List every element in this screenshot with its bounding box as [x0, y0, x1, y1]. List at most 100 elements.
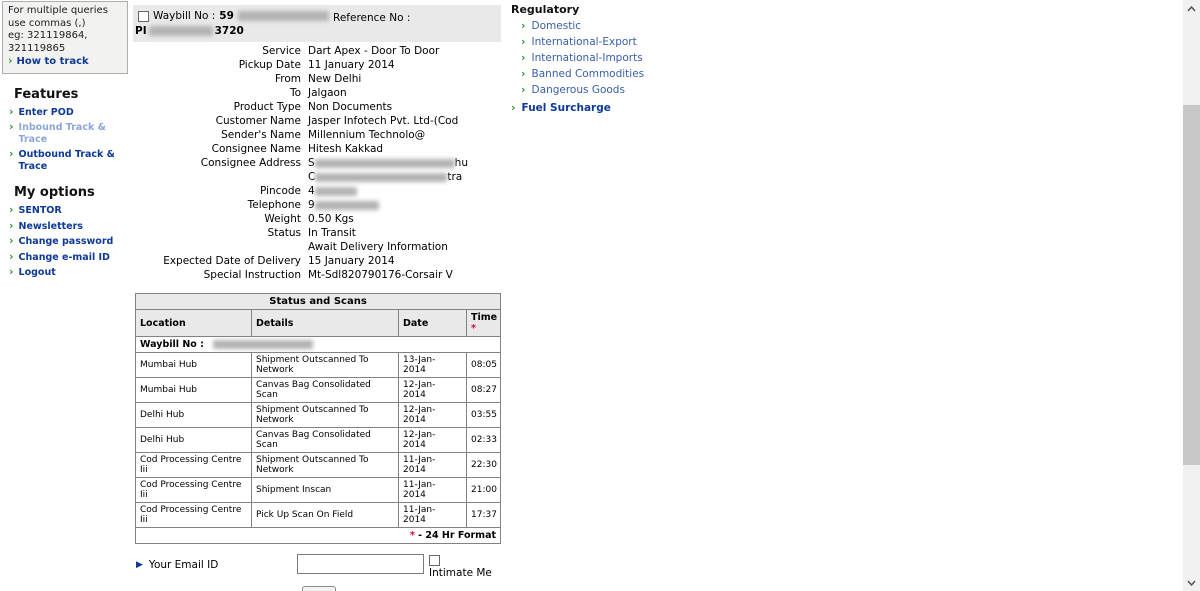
detail-text: 4 — [308, 185, 315, 197]
detail-value-line: Hitesh Kakkad — [308, 142, 383, 156]
waybill-number-redacted — [237, 11, 329, 21]
scan-table-title-row: Status and Scans — [134, 293, 502, 310]
scan-row: Cod Processing Centre Iii Shipment Outsca… — [135, 452, 502, 478]
detail-row-special-instruction: Special Instruction Mt-Sdl820790176-Corsa… — [133, 268, 501, 282]
sidebar-item-outbound-track-trace[interactable]: › Outbound Track & Trace — [9, 148, 128, 172]
detail-label: Pickup Date — [238, 59, 301, 71]
arrow-right-icon: ▶ — [136, 560, 143, 570]
redacted-text — [315, 172, 448, 182]
sidebar-section-title-my-options: My options — [14, 185, 95, 200]
chevron-right-icon: › — [521, 35, 526, 48]
sidebar-sections: Features › Enter POD › Inbound Track & Trace… — [2, 87, 128, 279]
scan-cell-time: 02:33 — [465, 427, 502, 453]
sidebar-item-logout[interactable]: › Logout — [9, 266, 128, 279]
regulatory-link-international-imports[interactable]: › International-Imports — [521, 52, 711, 64]
scan-cell-date: 12-Jan-2014 — [398, 377, 467, 403]
vertical-scrollbar — [1183, 0, 1200, 591]
detail-label: Product Type — [233, 101, 301, 113]
chevron-right-icon: › — [9, 249, 14, 263]
intimate-me-checkbox[interactable] — [429, 555, 440, 566]
email-input[interactable] — [297, 554, 424, 574]
detail-row-expected-date-of-delivery: Expected Date of Delivery 15 January 2014 — [133, 254, 501, 268]
chevron-right-icon: › — [9, 120, 14, 133]
sidebar-item-change-password[interactable]: › Change password — [9, 235, 128, 248]
scan-cell-date: 11-Jan-2014 — [398, 452, 467, 478]
chevron-right-icon: › — [521, 67, 526, 80]
chevron-right-icon: › — [9, 104, 14, 118]
scroll-up-icon[interactable] — [1183, 0, 1200, 17]
scroll-down-icon[interactable] — [1183, 574, 1200, 591]
reference-number-prefix: PI — [135, 25, 147, 37]
how-to-track-label: How to track — [16, 56, 89, 67]
col-header-time: Time * — [465, 309, 502, 337]
detail-value: Non Documents — [308, 100, 392, 114]
how-to-track-link[interactable]: › How to track — [8, 55, 123, 69]
scan-date-text: 12-Jan-2014 — [403, 380, 436, 400]
detail-row-customer-name: Customer Name Jasper Infotech Pvt. Ltd-(C… — [133, 114, 501, 128]
regulatory-link-label: Banned Commodities — [531, 68, 645, 80]
detail-value-line: Await Delivery Information — [308, 240, 448, 254]
redacted-text — [314, 158, 455, 168]
regulatory-link-dangerous-goods[interactable]: › Dangerous Goods — [521, 84, 711, 96]
waybill-checkbox[interactable] — [138, 10, 149, 22]
sidebar-item-inbound-track-trace[interactable]: › Inbound Track & Trace — [9, 120, 128, 145]
detail-value-line: New Delhi — [308, 72, 361, 86]
detail-value-line: 15 January 2014 — [308, 254, 395, 268]
regulatory-link-international-export[interactable]: › International-Export — [521, 35, 711, 48]
scan-table-header-row: Location Details Date Time * — [135, 309, 502, 337]
detail-row-consignee-name: Consignee Name Hitesh Kakkad — [133, 142, 501, 156]
sidebar-item-label: Change password — [18, 236, 114, 247]
detail-label: Special Instruction — [203, 269, 301, 281]
regulatory-link-banned-commodities[interactable]: › Banned Commodities — [521, 67, 711, 80]
scrollbar-thumb[interactable] — [1183, 105, 1200, 465]
detail-text: New Delhi — [308, 73, 362, 85]
detail-value: Hitesh Kakkad — [308, 142, 383, 156]
scan-cell-date: 11-Jan-2014 — [398, 477, 467, 503]
detail-value: Jasper Infotech Pvt. Ltd-(Cod — [308, 114, 458, 128]
col-header-date: Date — [398, 309, 467, 337]
detail-value-line: In Transit — [308, 226, 448, 240]
footer-asterisk: * — [409, 530, 415, 541]
regulatory-link-label: International-Imports — [531, 52, 643, 64]
detail-value-line: Dart Apex - Door To Door — [308, 44, 439, 58]
scan-cell-date: 12-Jan-2014 — [398, 402, 467, 428]
regulatory-title: Regulatory — [511, 3, 580, 16]
detail-text: Await Delivery Information — [308, 241, 448, 253]
scan-cell-details: Canvas Bag Consolidated Scan — [251, 377, 399, 403]
waybill-number-prefix: 59 — [219, 10, 234, 22]
redacted-text — [314, 186, 357, 196]
detail-value-line: Mt-Sdl820790176-Corsair V — [308, 268, 453, 282]
chevron-right-icon: › — [511, 101, 516, 114]
send-button[interactable] — [302, 586, 336, 591]
regulatory-link-fuel-surcharge[interactable]: › Fuel Surcharge — [511, 101, 711, 114]
detail-text: Hitesh Kakkad — [308, 143, 384, 155]
regulatory-link-label: International-Export — [531, 36, 637, 48]
reference-number-redacted — [148, 26, 213, 36]
sidebar-item-enter-pod[interactable]: › Enter POD — [9, 104, 128, 119]
detail-row-pickup-date: Pickup Date 11 January 2014 — [133, 58, 501, 72]
scan-row: Mumbai Hub Canvas Bag Consolidated Scan 12… — [135, 377, 502, 403]
regulatory-link-label: Fuel Surcharge — [521, 102, 611, 114]
main-content: Waybill No : 59 Reference No : PI 3720 S… — [133, 5, 502, 544]
scan-table-footer: * - 24 Hr Format — [134, 527, 502, 544]
detail-row-product-type: Product Type Non Documents — [133, 100, 501, 114]
intimate-me-group: Intimate Me — [429, 555, 493, 580]
detail-text: Jalgaon — [308, 87, 347, 99]
sidebar-item-change-e-mail-id[interactable]: › Change e-mail ID — [9, 249, 128, 264]
regulatory-link-domestic[interactable]: › Domestic — [521, 20, 711, 32]
sidebar-item-newsletters[interactable]: › Newsletters — [9, 220, 128, 233]
detail-value-line: Jalgaon — [308, 86, 347, 100]
intimate-me-label: Intimate Me — [429, 567, 492, 579]
multi-query-info-box: For multiple queries use commas (,) eg: … — [2, 1, 128, 74]
col-header-time-label: Time — [471, 312, 498, 323]
sidebar-item-label: SENTOR — [18, 205, 62, 216]
scan-cell-details: Canvas Bag Consolidated Scan — [251, 427, 399, 453]
detail-text: 9 — [308, 199, 315, 211]
detail-text: S — [308, 157, 315, 169]
shipment-details: Service Dart Apex - Door To Door Pickup Da… — [133, 44, 501, 282]
sidebar-item-sentor[interactable]: › SENTOR — [9, 204, 128, 217]
scan-cell-location: Delhi Hub — [135, 427, 252, 453]
scan-cell-location: Delhi Hub — [135, 402, 252, 428]
